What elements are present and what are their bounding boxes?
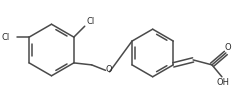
Text: Cl: Cl <box>87 17 95 26</box>
Text: Cl: Cl <box>1 33 9 42</box>
Text: OH: OH <box>216 78 229 87</box>
Text: O: O <box>224 43 231 52</box>
Text: O: O <box>105 65 112 74</box>
